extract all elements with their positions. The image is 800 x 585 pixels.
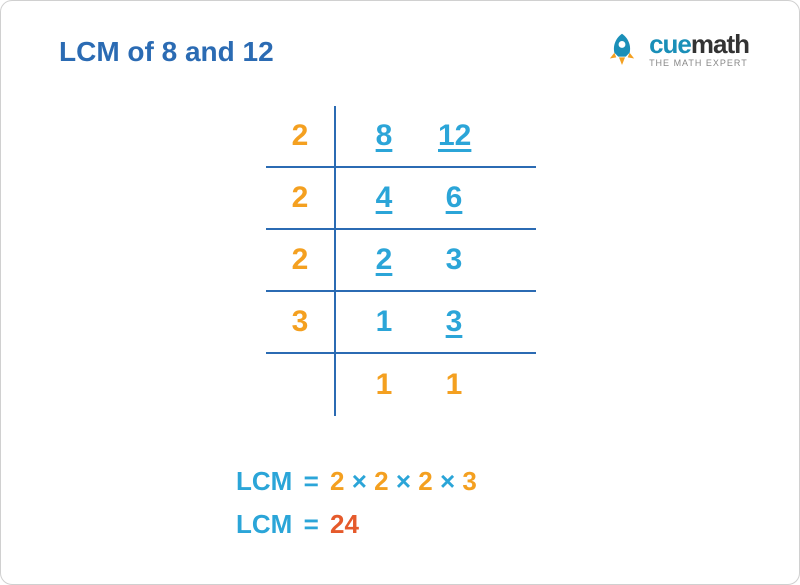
divisor-cell: 2 <box>266 181 334 215</box>
num-cell: 3 <box>438 305 470 339</box>
num-cell: 6 <box>438 181 470 215</box>
num-cell: 3 <box>438 243 470 277</box>
lcm-division-table: 2 8 12 2 4 6 2 2 3 3 1 3 1 1 <box>266 106 536 416</box>
numbers-cell: 8 12 <box>334 106 536 166</box>
table-row: 2 2 3 <box>266 230 536 292</box>
divisor-cell: 2 <box>266 119 334 153</box>
lcm-answer: LCM = 24 <box>236 509 359 540</box>
numbers-cell: 4 6 <box>334 168 536 228</box>
table-row: 2 8 12 <box>266 106 536 168</box>
diagram-title: LCM of 8 and 12 <box>59 36 274 68</box>
num-cell: 1 <box>368 368 400 402</box>
table-row: 2 4 6 <box>266 168 536 230</box>
lcm-expression: LCM = 2 × 2 × 2 × 3 <box>236 466 477 497</box>
numbers-cell: 1 3 <box>334 292 536 352</box>
table-row: 3 1 3 <box>266 292 536 354</box>
num-cell: 8 <box>368 119 400 153</box>
num-cell: 2 <box>368 243 400 277</box>
num-cell: 1 <box>368 305 400 339</box>
divisor-cell: 2 <box>266 243 334 277</box>
numbers-cell: 2 3 <box>334 230 536 290</box>
divisor-cell: 3 <box>266 305 334 339</box>
numbers-cell: 1 1 <box>334 354 536 416</box>
logo-tagline: THE MATH EXPERT <box>649 58 748 68</box>
num-cell: 12 <box>438 119 471 153</box>
logo-text: cuemath <box>649 29 749 60</box>
table-row: 1 1 <box>266 354 536 416</box>
num-cell: 1 <box>438 368 470 402</box>
rocket-icon <box>603 30 641 68</box>
brand-logo: cuemath THE MATH EXPERT <box>603 29 749 68</box>
num-cell: 4 <box>368 181 400 215</box>
